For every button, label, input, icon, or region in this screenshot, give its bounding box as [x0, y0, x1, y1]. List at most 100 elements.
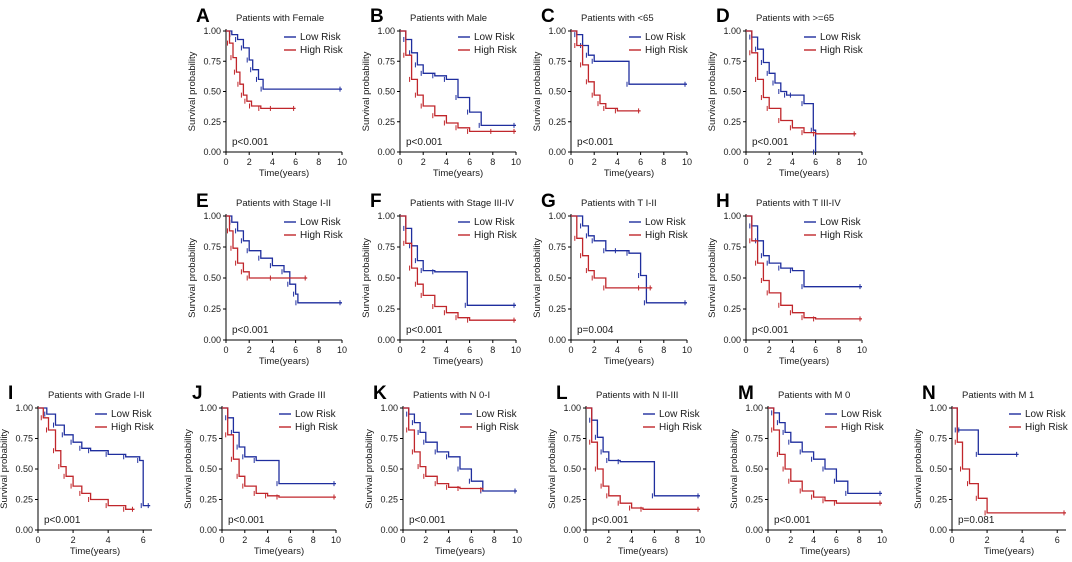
- legend-label-low: Low Risk: [300, 217, 342, 228]
- panel-b: B Patients with Male 0.00 0.25 0.50 0.75 1.00 0…: [361, 6, 521, 179]
- y-tick-label: 0.75: [203, 56, 221, 66]
- x-axis-label: Time(years): [254, 546, 304, 557]
- x-tick-label: 4: [790, 345, 795, 355]
- legend-label-low: Low Risk: [474, 32, 516, 43]
- x-tick-label: 0: [568, 345, 573, 355]
- legend-label-high: High Risk: [841, 422, 885, 433]
- x-tick-label: 4: [446, 535, 451, 545]
- x-tick-label: 8: [675, 535, 680, 545]
- series-low-risk: [226, 215, 342, 304]
- panel-letter: C: [541, 6, 555, 27]
- x-tick-label: 8: [836, 157, 841, 167]
- y-tick-label: 0.50: [377, 87, 395, 97]
- y-axis-label: Survival probability: [532, 51, 543, 131]
- y-tick-label: 0.00: [380, 525, 398, 535]
- x-tick-label: 6: [652, 535, 657, 545]
- legend-label-low: Low Risk: [474, 217, 516, 228]
- x-axis-label: Time(years): [800, 546, 850, 557]
- legend-label-high: High Risk: [111, 422, 155, 433]
- x-tick-label: 4: [270, 157, 275, 167]
- legend-label-high: High Risk: [820, 45, 864, 56]
- y-tick-label: 0.50: [377, 273, 395, 283]
- y-axis-label: Survival probability: [364, 429, 375, 509]
- x-tick-label: 2: [247, 157, 252, 167]
- y-tick-label: 0.00: [548, 147, 566, 157]
- x-tick-label: 2: [71, 535, 76, 545]
- x-tick-label: 6: [813, 157, 818, 167]
- series-low-risk: [571, 215, 687, 304]
- legend-label-low: Low Risk: [300, 32, 342, 43]
- p-value: p<0.001: [774, 515, 811, 526]
- x-tick-label: 0: [743, 345, 748, 355]
- series-high-risk: [226, 215, 308, 279]
- x-tick-label: 4: [265, 535, 270, 545]
- series-low-risk: [746, 30, 817, 152]
- series-low-risk: [400, 215, 516, 306]
- panel-letter: D: [716, 6, 730, 27]
- y-tick-label: 0.50: [203, 87, 221, 97]
- panel-letter: M: [738, 383, 754, 404]
- panel-letter: G: [541, 191, 556, 212]
- panel-k: K Patients with N 0-I 0.00 0.25 0.50 0.75 1.00…: [364, 383, 522, 557]
- y-tick-label: 0.25: [723, 304, 741, 314]
- legend-label-high: High Risk: [474, 45, 518, 56]
- y-axis-label: Survival probability: [547, 429, 558, 509]
- y-axis-label: Survival probability: [361, 51, 372, 131]
- y-tick-label: 0.75: [377, 56, 395, 66]
- series-high-risk: [400, 30, 516, 133]
- y-tick-label: 0.50: [563, 464, 581, 474]
- p-value: p<0.001: [232, 137, 269, 148]
- series-low-risk: [746, 215, 862, 288]
- x-tick-label: 10: [695, 535, 705, 545]
- chart-title: Patients with Male: [410, 13, 487, 24]
- x-tick-label: 0: [765, 535, 770, 545]
- legend-label-high: High Risk: [820, 230, 864, 241]
- x-tick-label: 0: [219, 535, 224, 545]
- panel-letter: A: [196, 6, 210, 27]
- x-tick-label: 2: [247, 345, 252, 355]
- y-tick-label: 0.25: [377, 304, 395, 314]
- y-tick-label: 1.00: [199, 403, 217, 413]
- panel-g: G Patients with T I-II 0.00 0.25 0.50 0.75 1.0…: [532, 191, 692, 367]
- series-high-risk: [952, 407, 1066, 514]
- panel-a: A Patients with Female 0.00 0.25 0.50 0.75 1.0…: [187, 6, 347, 179]
- y-tick-label: 0.25: [548, 117, 566, 127]
- panel-letter: F: [370, 191, 382, 212]
- p-value: p<0.001: [44, 515, 81, 526]
- x-tick-label: 2: [985, 535, 990, 545]
- x-tick-label: 6: [293, 345, 298, 355]
- legend-label-low: Low Risk: [111, 409, 153, 420]
- chart-title: Patients with Female: [236, 13, 324, 24]
- series-low-risk: [400, 30, 516, 127]
- x-tick-label: 4: [790, 157, 795, 167]
- x-tick-label: 2: [592, 157, 597, 167]
- p-value: p<0.001: [752, 325, 789, 336]
- y-tick-label: 1.00: [203, 211, 221, 221]
- series-high-risk: [586, 407, 700, 510]
- x-tick-label: 0: [400, 535, 405, 545]
- y-tick-label: 0.50: [15, 464, 33, 474]
- legend-label-high: High Risk: [474, 230, 518, 241]
- y-tick-label: 0.25: [15, 495, 33, 505]
- series-high-risk: [403, 407, 484, 490]
- x-tick-label: 2: [767, 157, 772, 167]
- series-high-risk: [571, 30, 641, 112]
- y-tick-label: 0.00: [723, 335, 741, 345]
- x-tick-label: 10: [337, 345, 347, 355]
- legend-label-high: High Risk: [645, 45, 689, 56]
- y-tick-label: 1.00: [745, 403, 763, 413]
- x-tick-label: 10: [857, 157, 867, 167]
- x-tick-label: 4: [270, 345, 275, 355]
- y-axis-label: Survival probability: [187, 238, 198, 318]
- panel-n: N Patients with M 1 0.00 0.25 0.50 0.75 1.00 0 2…: [913, 383, 1069, 557]
- y-tick-label: 0.00: [929, 525, 947, 535]
- y-tick-label: 0.50: [723, 87, 741, 97]
- panel-letter: I: [8, 383, 13, 404]
- x-tick-label: 6: [638, 345, 643, 355]
- y-tick-label: 0.50: [548, 273, 566, 283]
- x-tick-label: 0: [35, 535, 40, 545]
- x-axis-label: Time(years): [984, 546, 1034, 557]
- x-tick-label: 2: [423, 535, 428, 545]
- legend-label-low: Low Risk: [820, 32, 862, 43]
- y-tick-label: 0.50: [203, 273, 221, 283]
